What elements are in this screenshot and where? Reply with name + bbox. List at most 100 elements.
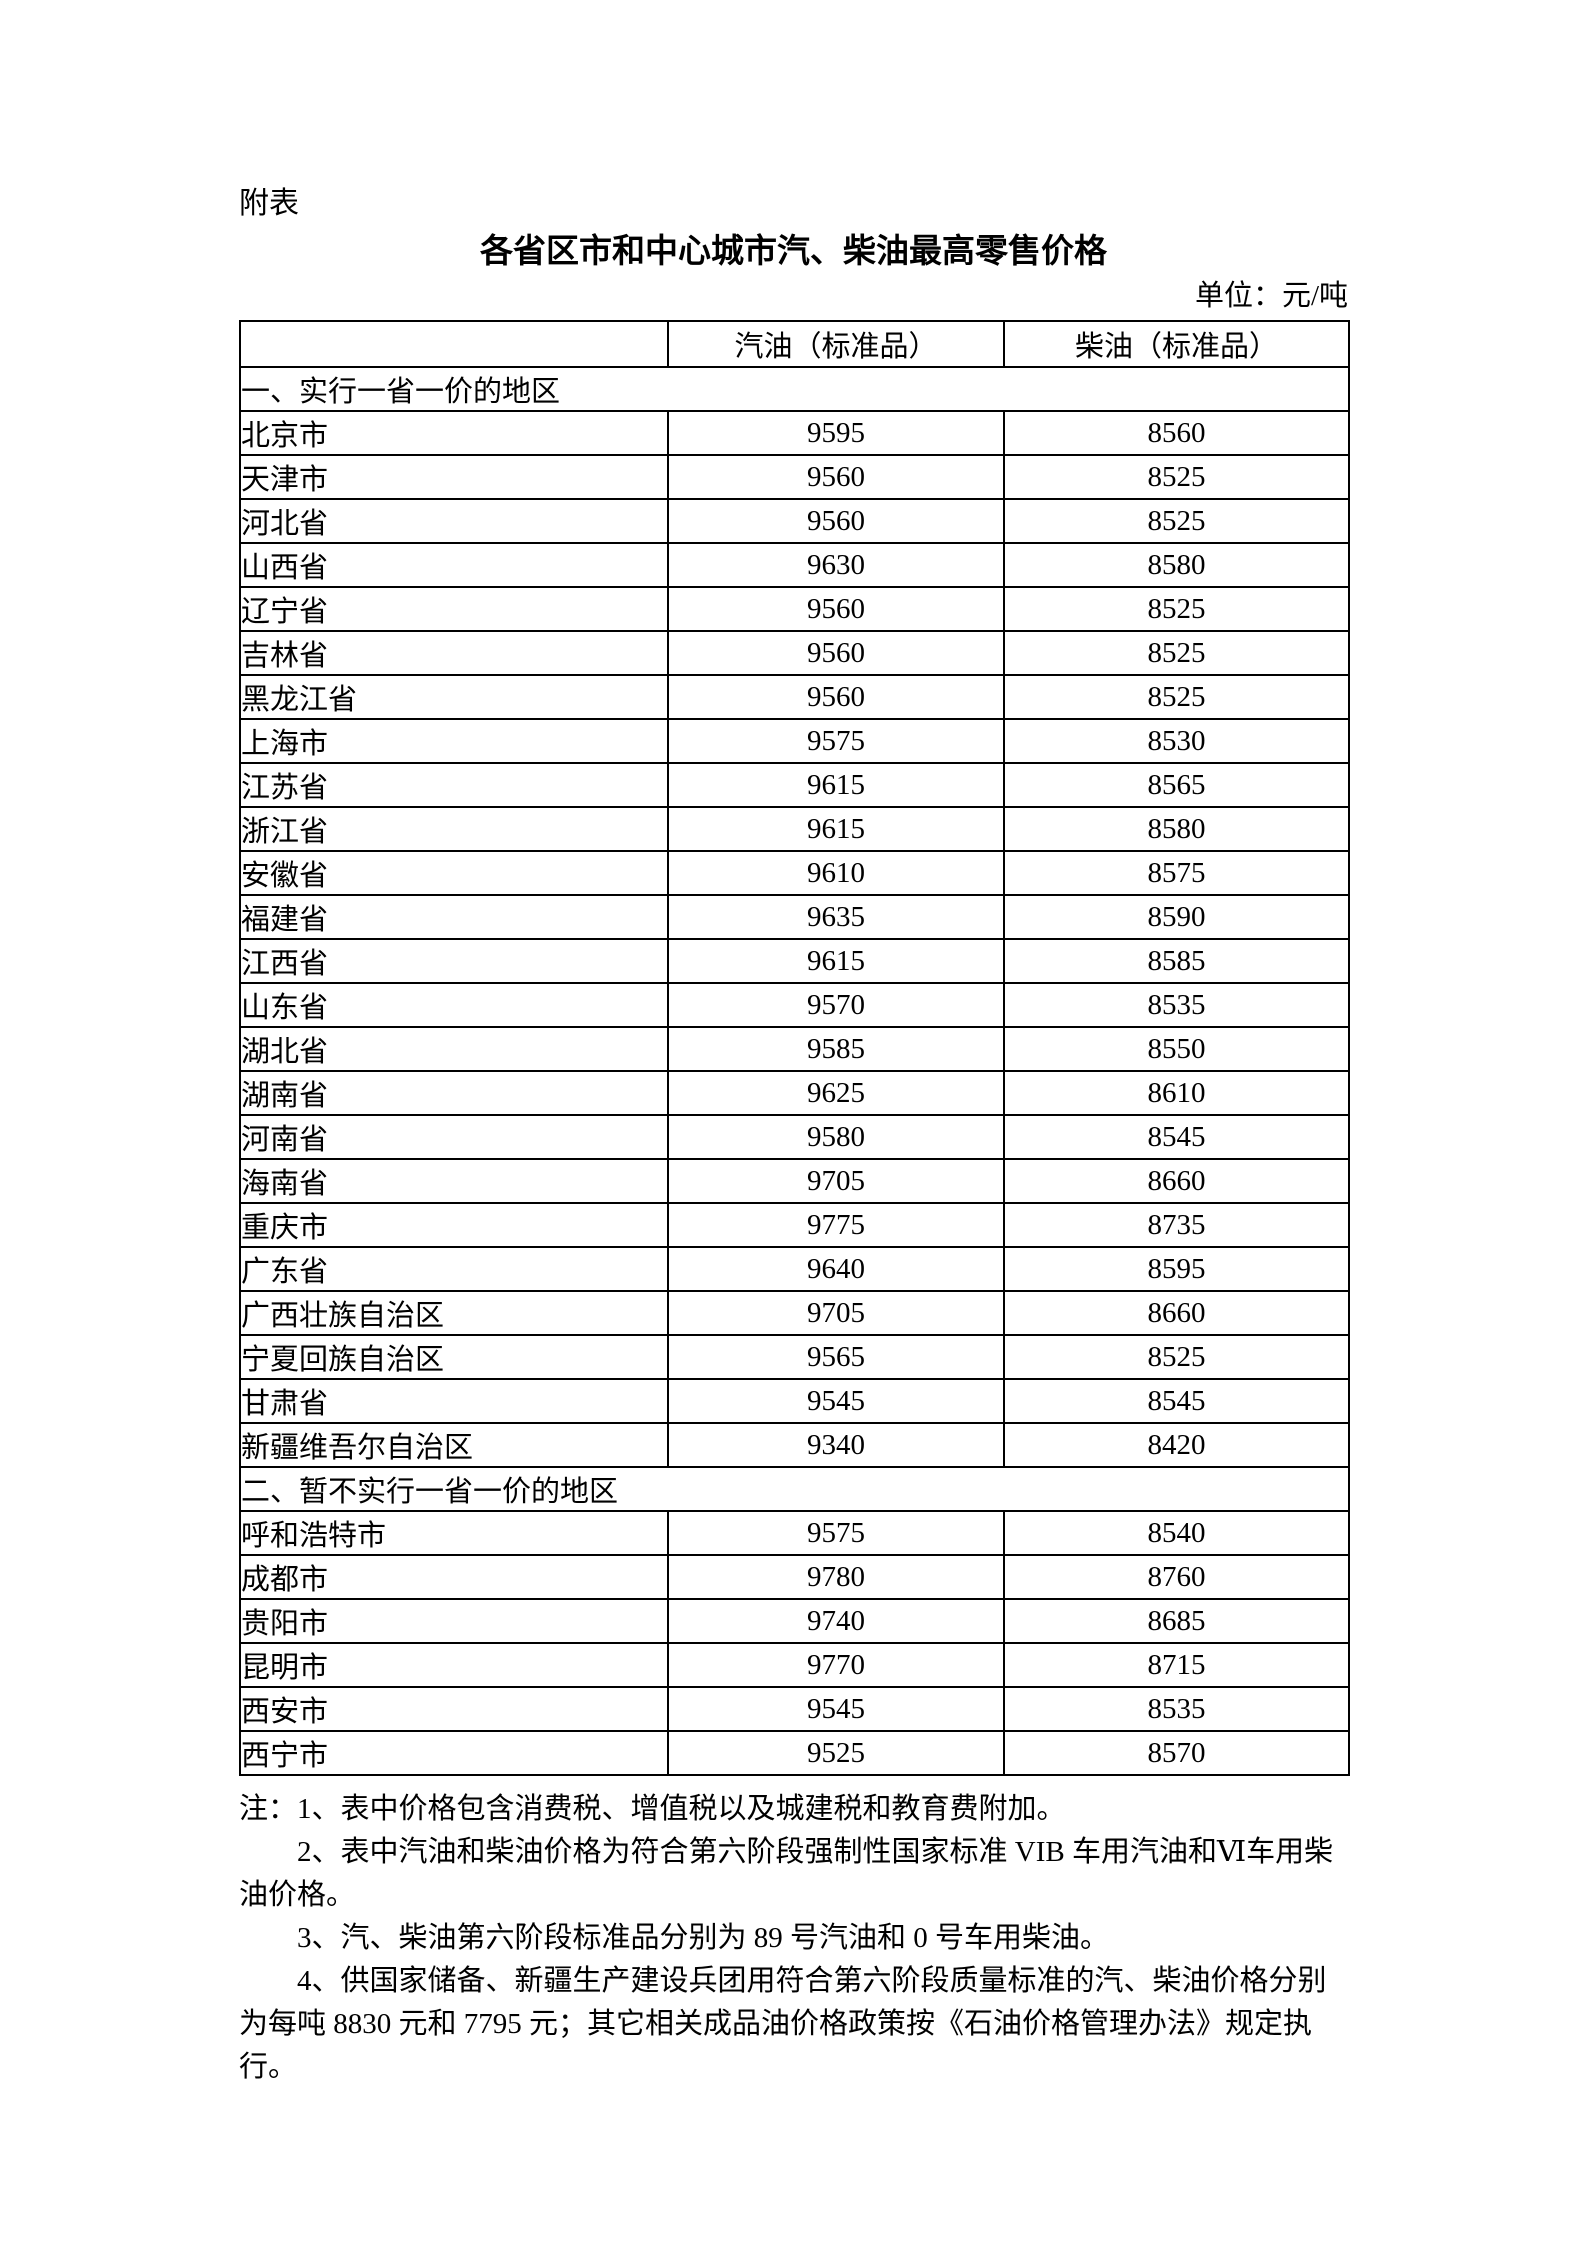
region-cell: 广西壮族自治区: [239, 1290, 669, 1336]
diesel-price-cell: 8540: [1003, 1510, 1350, 1556]
page-title: 各省区市和中心城市汽、柴油最高零售价格: [480, 232, 1107, 269]
region-cell: 福建省: [239, 894, 669, 940]
diesel-price-cell: 8525: [1003, 1334, 1350, 1380]
diesel-price-cell: 8545: [1003, 1114, 1350, 1160]
gasoline-price-cell: 9635: [667, 894, 1005, 940]
region-cell: 广东省: [239, 1246, 669, 1292]
table-row: 天津市 9560 8525: [239, 454, 1350, 500]
table-row: 辽宁省 9560 8525: [239, 586, 1350, 632]
region-cell: 甘肃省: [239, 1378, 669, 1424]
table-row: 新疆维吾尔自治区 9340 8420: [239, 1422, 1350, 1468]
table-row: 江苏省 9615 8565: [239, 762, 1350, 808]
diesel-price-cell: 8530: [1003, 718, 1350, 764]
table-row: 重庆市 9775 8735: [239, 1202, 1350, 1248]
document-content: 附表 各省区市和中心城市汽、柴油最高零售价格 单位：元/吨 汽油（标准品） 柴油…: [239, 186, 1350, 2089]
region-cell: 安徽省: [239, 850, 669, 896]
region-cell: 山东省: [239, 982, 669, 1028]
diesel-price-cell: 8525: [1003, 630, 1350, 676]
diesel-price-cell: 8525: [1003, 674, 1350, 720]
diesel-price-cell: 8545: [1003, 1378, 1350, 1424]
table-row: 福建省 9635 8590: [239, 894, 1350, 940]
table-row: 广东省 9640 8595: [239, 1246, 1350, 1292]
gasoline-price-cell: 9780: [667, 1554, 1005, 1600]
gasoline-price-cell: 9705: [667, 1158, 1005, 1204]
column-header-gasoline: 汽油（标准品）: [667, 320, 1005, 368]
gasoline-price-cell: 9740: [667, 1598, 1005, 1644]
footnote-line: 2、表中汽油和柴油价格为符合第六阶段强制性国家标准 VIB 车用汽油和Ⅵ车用柴油…: [239, 1836, 1334, 1911]
gasoline-price-cell: 9770: [667, 1642, 1005, 1688]
diesel-price-cell: 8560: [1003, 410, 1350, 456]
region-cell: 上海市: [239, 718, 669, 764]
region-cell: 贵阳市: [239, 1598, 669, 1644]
table-row: 吉林省 9560 8525: [239, 630, 1350, 676]
gasoline-price-cell: 9575: [667, 1510, 1005, 1556]
region-cell: 湖北省: [239, 1026, 669, 1072]
table-row: 甘肃省 9545 8545: [239, 1378, 1350, 1424]
gasoline-price-cell: 9575: [667, 718, 1005, 764]
gasoline-price-cell: 9775: [667, 1202, 1005, 1248]
footnote-line: 注：1、表中价格包含消费税、增值税以及城建税和教育费附加。: [239, 1793, 1066, 1825]
table-row: 安徽省 9610 8575: [239, 850, 1350, 896]
gasoline-price-cell: 9610: [667, 850, 1005, 896]
region-cell: 重庆市: [239, 1202, 669, 1248]
diesel-price-cell: 8525: [1003, 586, 1350, 632]
table-row: 上海市 9575 8530: [239, 718, 1350, 764]
diesel-price-cell: 8575: [1003, 850, 1350, 896]
diesel-price-cell: 8585: [1003, 938, 1350, 984]
gasoline-price-cell: 9560: [667, 586, 1005, 632]
gasoline-price-cell: 9560: [667, 454, 1005, 500]
table-row: 呼和浩特市 9575 8540: [239, 1510, 1350, 1556]
diesel-price-cell: 8525: [1003, 498, 1350, 544]
price-table: 汽油（标准品） 柴油（标准品） 一、实行一省一价的地区 北京市 9595 8560 天津…: [239, 320, 1350, 1776]
table-row: 山西省 9630 8580: [239, 542, 1350, 588]
diesel-price-cell: 8580: [1003, 542, 1350, 588]
diesel-price-cell: 8760: [1003, 1554, 1350, 1600]
diesel-price-cell: 8525: [1003, 454, 1350, 500]
diesel-price-cell: 8580: [1003, 806, 1350, 852]
diesel-price-cell: 8570: [1003, 1730, 1350, 1776]
diesel-price-cell: 8420: [1003, 1422, 1350, 1468]
table-row: 广西壮族自治区 9705 8660: [239, 1290, 1350, 1336]
price-table-header: 汽油（标准品） 柴油（标准品）: [239, 320, 1350, 368]
region-cell: 西宁市: [239, 1730, 669, 1776]
gasoline-price-cell: 9705: [667, 1290, 1005, 1336]
gasoline-price-cell: 9580: [667, 1114, 1005, 1160]
table-row: 宁夏回族自治区 9565 8525: [239, 1334, 1350, 1380]
gasoline-price-cell: 9560: [667, 674, 1005, 720]
footnote-line: 4、供国家储备、新疆生产建设兵团用符合第六阶段质量标准的汽、柴油价格分别为每吨 …: [239, 1965, 1327, 2083]
gasoline-price-cell: 9615: [667, 938, 1005, 984]
diesel-price-cell: 8735: [1003, 1202, 1350, 1248]
gasoline-price-cell: 9565: [667, 1334, 1005, 1380]
region-cell: 昆明市: [239, 1642, 669, 1688]
region-cell: 江苏省: [239, 762, 669, 808]
region-cell: 宁夏回族自治区: [239, 1334, 669, 1380]
gasoline-price-cell: 9545: [667, 1378, 1005, 1424]
table-row: 西宁市 9525 8570: [239, 1730, 1350, 1776]
region-cell: 海南省: [239, 1158, 669, 1204]
diesel-price-cell: 8610: [1003, 1070, 1350, 1116]
table-row: 湖南省 9625 8610: [239, 1070, 1350, 1116]
diesel-price-cell: 8660: [1003, 1158, 1350, 1204]
gasoline-price-cell: 9615: [667, 806, 1005, 852]
gasoline-price-cell: 9640: [667, 1246, 1005, 1292]
gasoline-price-cell: 9545: [667, 1686, 1005, 1732]
column-header-diesel: 柴油（标准品）: [1003, 320, 1350, 368]
region-cell: 辽宁省: [239, 586, 669, 632]
gasoline-price-cell: 9525: [667, 1730, 1005, 1776]
table-row: 河北省 9560 8525: [239, 498, 1350, 544]
table-row: 海南省 9705 8660: [239, 1158, 1350, 1204]
gasoline-price-cell: 9585: [667, 1026, 1005, 1072]
gasoline-price-cell: 9340: [667, 1422, 1005, 1468]
gasoline-price-cell: 9570: [667, 982, 1005, 1028]
attachment-label: 附表: [239, 187, 299, 220]
region-cell: 北京市: [239, 410, 669, 456]
region-cell: 山西省: [239, 542, 669, 588]
gasoline-price-cell: 9625: [667, 1070, 1005, 1116]
header-row: 汽油（标准品） 柴油（标准品）: [239, 320, 1350, 368]
region-cell: 浙江省: [239, 806, 669, 852]
section-title: 二、暂不实行一省一价的地区: [239, 1466, 1350, 1512]
price-table-body: 一、实行一省一价的地区 北京市 9595 8560 天津市 9560 8525 河北省 9560…: [239, 366, 1350, 1776]
region-cell: 河北省: [239, 498, 669, 544]
footnote-line: 3、汽、柴油第六阶段标准品分别为 89 号汽油和 0 号车用柴油。: [297, 1922, 1110, 1954]
